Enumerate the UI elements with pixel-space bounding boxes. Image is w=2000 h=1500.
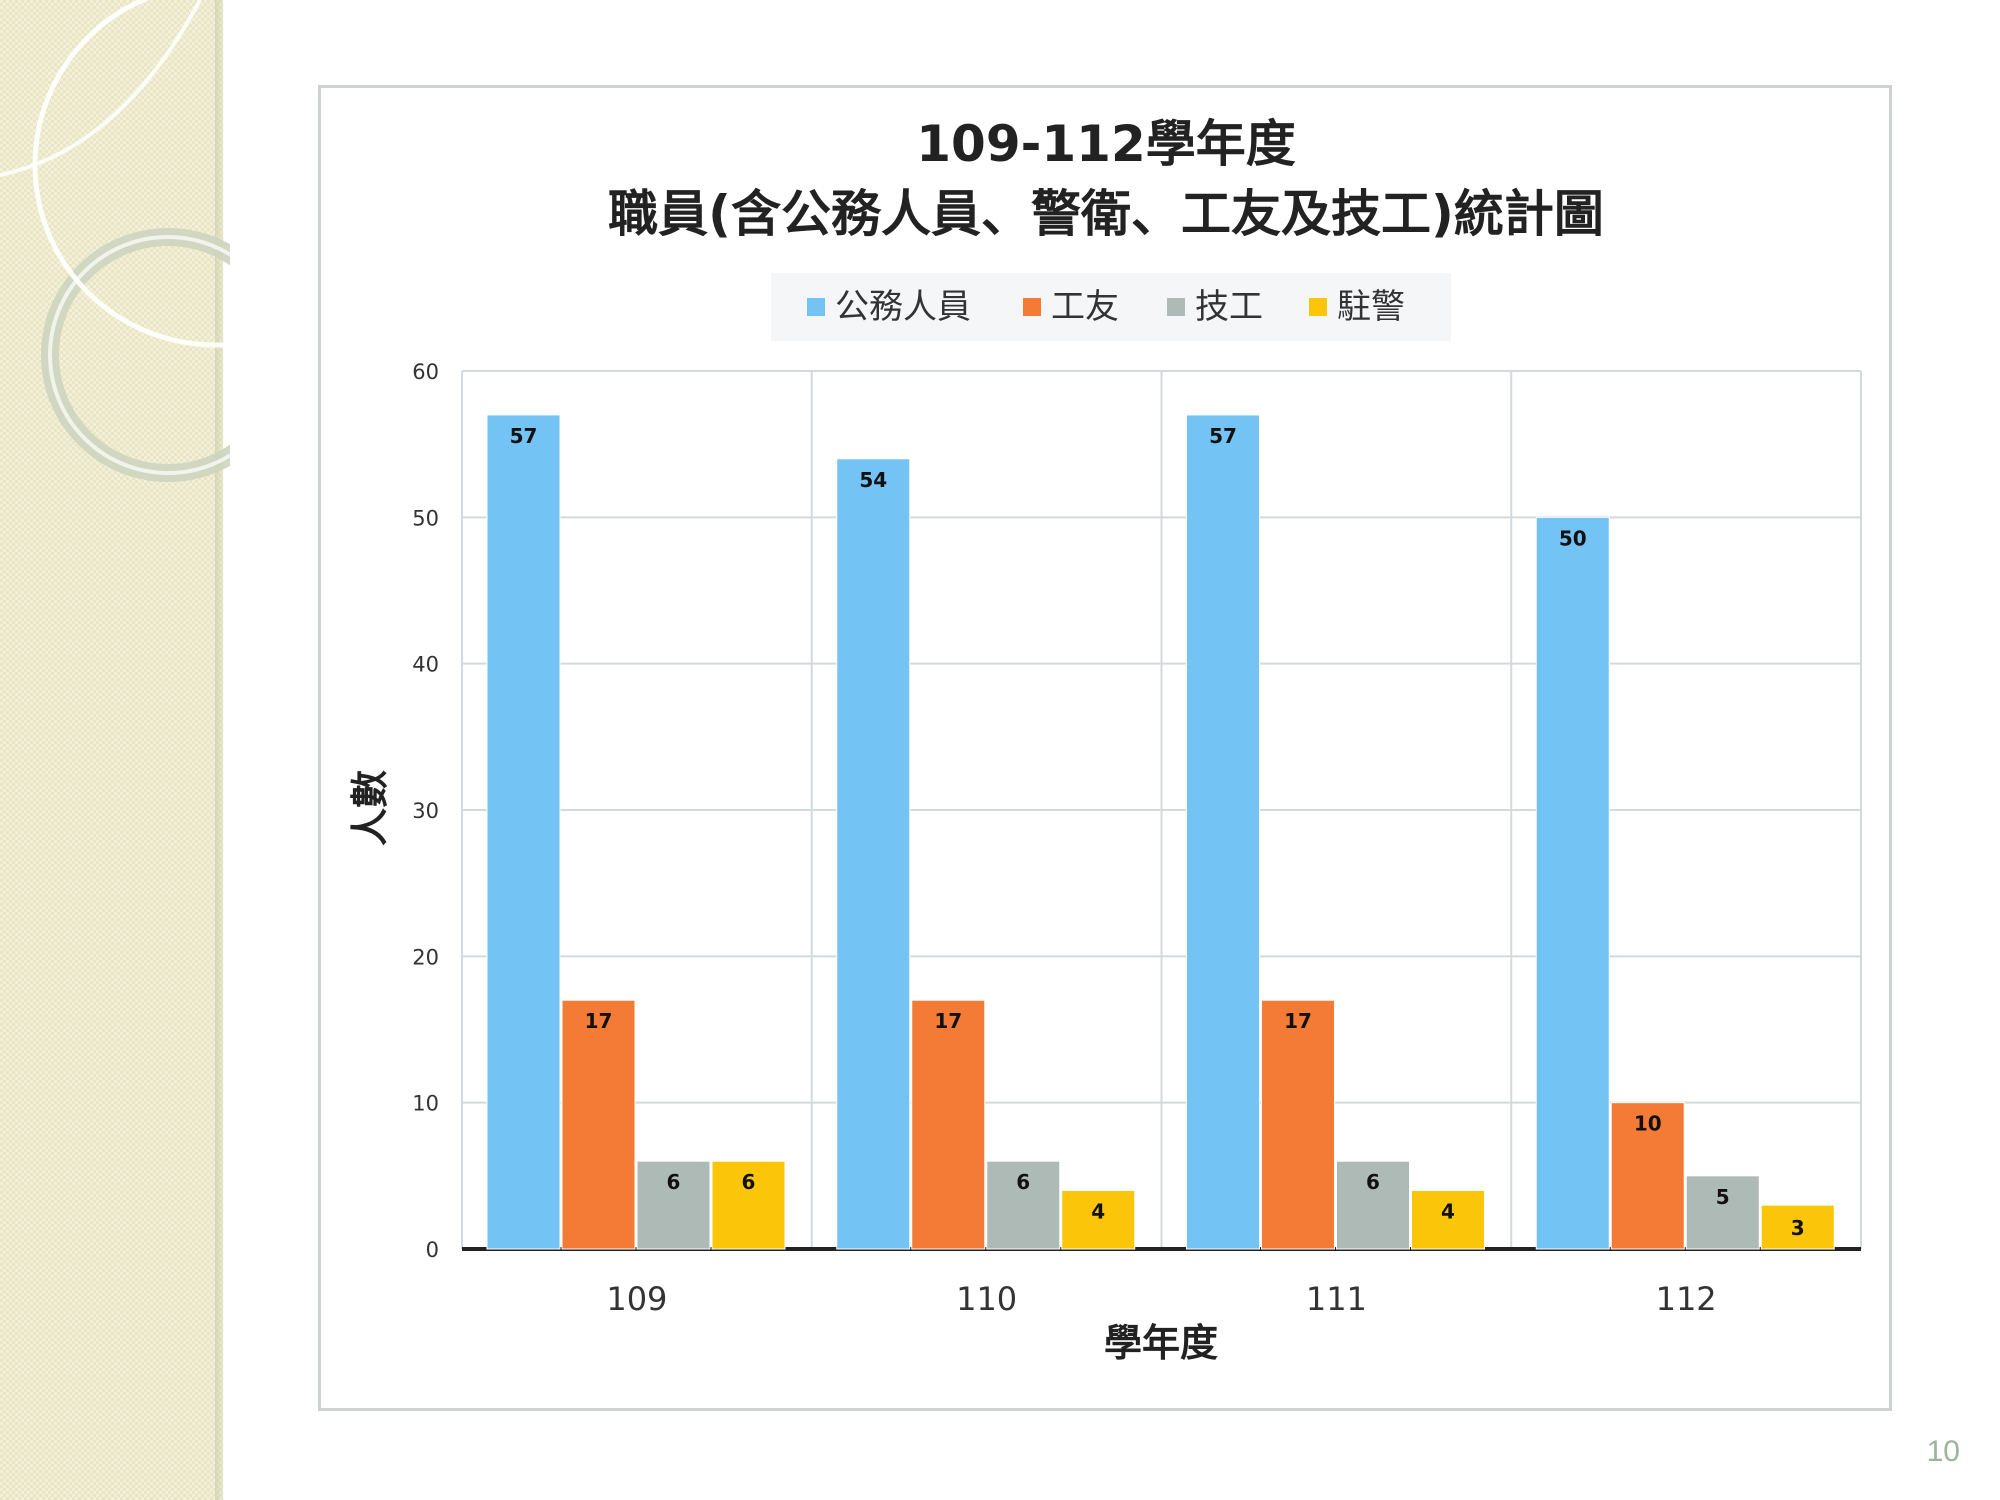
x-tick-label: 112: [1656, 1280, 1717, 1318]
x-tick-label: 111: [1306, 1280, 1367, 1318]
y-tick-label: 50: [412, 506, 439, 530]
data-label: 17: [585, 1009, 613, 1033]
x-tick-label: 110: [956, 1280, 1017, 1318]
data-label: 17: [934, 1009, 962, 1033]
bar: [1610, 1102, 1685, 1250]
y-tick-label: 20: [412, 945, 439, 969]
bar: [911, 999, 986, 1250]
bar: [636, 1160, 711, 1250]
data-label: 6: [667, 1170, 681, 1194]
y-axis-label: 人數: [348, 770, 392, 846]
legend-label: 工友: [1051, 287, 1119, 327]
bar: [1261, 999, 1335, 1250]
data-label: 57: [1209, 424, 1237, 448]
bar: [561, 999, 636, 1250]
y-tick-label: 0: [426, 1238, 439, 1262]
data-label: 6: [1016, 1170, 1030, 1194]
data-label: 10: [1634, 1112, 1662, 1136]
data-label: 50: [1559, 526, 1587, 550]
legend-label: 公務人員: [835, 287, 971, 327]
bar: [1061, 1189, 1136, 1250]
legend-label: 技工: [1195, 287, 1263, 327]
data-label: 57: [510, 424, 538, 448]
bar: [986, 1160, 1061, 1250]
decorative-circles: [0, 0, 230, 482]
bar: [1760, 1204, 1835, 1250]
x-axis-label: 學年度: [1104, 1321, 1218, 1365]
data-label: 6: [1366, 1170, 1380, 1194]
x-tick-label: 109: [606, 1280, 667, 1318]
data-label: 17: [1284, 1009, 1312, 1033]
bar: [1186, 414, 1260, 1250]
legend-label: 駐警: [1337, 287, 1405, 327]
bar: [1411, 1189, 1485, 1250]
chart-title-line2: 職員(含公務人員、警衛、工友及技工)統計圖: [608, 185, 1604, 243]
chart-title-line1: 109-112學年度: [916, 115, 1296, 173]
legend-swatch: [807, 298, 825, 316]
bar: [1685, 1175, 1760, 1250]
data-label: 4: [1091, 1199, 1105, 1223]
bars: [486, 414, 1835, 1250]
bar: [711, 1160, 786, 1250]
data-label: 3: [1791, 1216, 1805, 1240]
y-tick-label: 10: [412, 1092, 439, 1116]
data-label: 5: [1716, 1185, 1730, 1209]
bar: [836, 458, 911, 1250]
y-tick-label: 40: [412, 653, 439, 677]
side-panel-edge: [215, 0, 225, 1500]
bar: [1336, 1160, 1410, 1250]
data-labels: 57 17 6 6 54 17 6 4 57 17 6 4 50 10 5 3: [510, 424, 1805, 1240]
chart-frame: 109-112學年度 職員(含公務人員、警衛、工友及技工)統計圖 公務人員 工友 技…: [318, 85, 1892, 1411]
chart-area: 109-112學年度 職員(含公務人員、警衛、工友及技工)統計圖 公務人員 工友 技…: [348, 115, 1862, 1365]
legend-swatch: [1167, 298, 1185, 316]
y-tick-label: 30: [412, 799, 439, 823]
legend-swatch: [1309, 298, 1327, 316]
axis-ticks: 0 10 20 30 40 50 60 109 110 111 112: [412, 360, 1716, 1318]
bar: [486, 414, 561, 1250]
y-tick-label: 60: [412, 360, 439, 384]
data-label: 4: [1441, 1199, 1455, 1223]
legend-swatch: [1023, 298, 1041, 316]
page-number: 10: [1926, 1435, 1960, 1468]
bar: [1535, 516, 1610, 1250]
data-label: 54: [859, 468, 887, 492]
data-label: 6: [742, 1170, 756, 1194]
legend-background: [771, 273, 1451, 341]
legend: 公務人員 工友 技工 駐警: [807, 287, 1405, 327]
